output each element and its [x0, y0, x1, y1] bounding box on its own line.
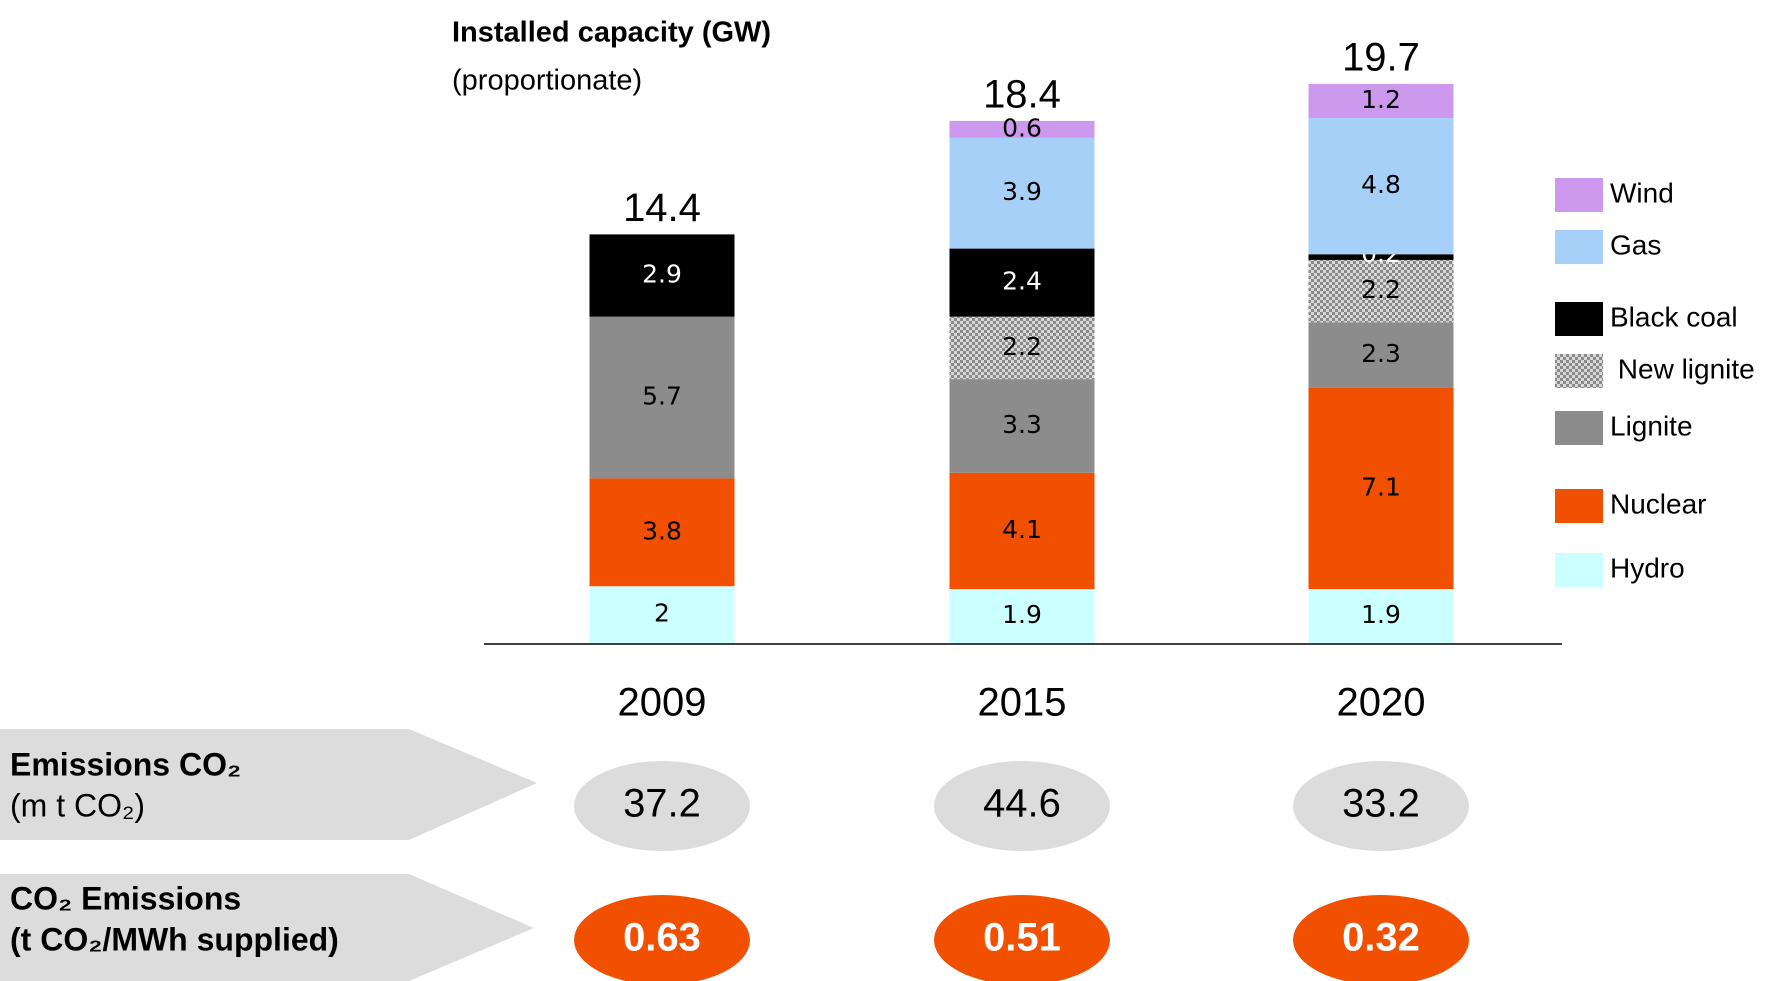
- value-ellipse: [934, 761, 1110, 851]
- value-label: 33.2: [1342, 782, 1420, 826]
- value-ellipse: [574, 895, 750, 981]
- value-label: 37.2: [623, 782, 701, 826]
- legend-swatch: [1555, 489, 1603, 523]
- bar-segment: [949, 137, 1095, 249]
- bar-segment: [1308, 259, 1454, 323]
- bar-segment: [1308, 322, 1454, 388]
- bar-segment: [1308, 118, 1454, 255]
- segment-label: 4.1: [1002, 515, 1042, 544]
- legend-swatch: [1555, 553, 1603, 587]
- segment-label: 3.3: [1002, 410, 1042, 439]
- segment-label: 1.2: [1361, 85, 1401, 114]
- segment-label: 2.4: [1002, 267, 1042, 296]
- total-label: 14.4: [623, 186, 701, 230]
- bar-segment: [589, 234, 735, 317]
- segment-label: 4.8: [1361, 170, 1401, 199]
- value-label: 0.32: [1342, 916, 1420, 960]
- bar-segment: [949, 248, 1095, 317]
- segment-label: 3.9: [1002, 177, 1042, 206]
- value-ellipse: [934, 895, 1110, 981]
- bar-segment: [1308, 254, 1454, 260]
- segment-label: 3.8: [642, 516, 682, 545]
- row-arrow: [0, 874, 534, 981]
- value-ellipse: [574, 761, 750, 851]
- total-label: 19.7: [1342, 36, 1420, 80]
- bar-segment: [1308, 387, 1454, 590]
- legend-label: Wind: [1610, 177, 1674, 208]
- x-tick-label: 2009: [618, 681, 707, 725]
- bar-segment: [949, 589, 1095, 643]
- segment-label: 2.3: [1361, 339, 1401, 368]
- segment-label: 2: [654, 599, 670, 628]
- row-label: CO₂ Emissions: [10, 880, 241, 916]
- bar-segment: [1308, 589, 1454, 643]
- bar-segment: [949, 316, 1095, 380]
- segment-label: 7.1: [1361, 472, 1401, 501]
- chart-title: Installed capacity (GW): [452, 17, 771, 49]
- segment-label: 2.2: [1361, 275, 1401, 304]
- chart-subtitle: (proportionate): [452, 65, 642, 97]
- legend-label: New lignite: [1610, 353, 1755, 384]
- segment-label: 5.7: [642, 382, 682, 411]
- bar-segment: [949, 120, 1095, 138]
- row-unit: (t CO₂/MWh supplied): [10, 921, 339, 957]
- row-label: Emissions CO₂: [10, 746, 241, 782]
- legend-label: Lignite: [1610, 410, 1693, 441]
- legend-label: Nuclear: [1610, 488, 1706, 519]
- value-label: 0.63: [623, 916, 701, 960]
- legend-swatch: [1555, 230, 1603, 264]
- segment-label: 2.9: [642, 260, 682, 289]
- segment-label: 0.6: [1002, 113, 1042, 142]
- legend-swatch: [1555, 302, 1603, 336]
- legend-swatch: [1555, 411, 1603, 445]
- bar-segment: [949, 379, 1095, 473]
- value-ellipse: [1293, 761, 1469, 851]
- segment-label: 2.2: [1002, 332, 1042, 361]
- total-label: 18.4: [983, 72, 1061, 116]
- legend-label: Black coal: [1610, 301, 1738, 332]
- x-tick-label: 2015: [978, 681, 1067, 725]
- bar-segment: [589, 316, 735, 479]
- segment-label: 1.9: [1361, 600, 1401, 629]
- legend-swatch: [1555, 354, 1603, 388]
- bar-segment: [949, 472, 1095, 590]
- legend-label: Hydro: [1610, 552, 1685, 583]
- x-tick-label: 2020: [1337, 681, 1426, 725]
- value-label: 44.6: [983, 782, 1061, 826]
- legend-swatch: [1555, 178, 1603, 212]
- bar-segment: [1308, 84, 1454, 119]
- bar-segment: [589, 478, 735, 587]
- row-unit: (m t CO₂): [10, 787, 145, 823]
- row-arrow: [0, 729, 537, 840]
- value-label: 0.51: [983, 916, 1061, 960]
- segment-label: 1.9: [1002, 600, 1042, 629]
- value-ellipse: [1293, 895, 1469, 981]
- bar-segment: [589, 586, 735, 643]
- legend-label: Gas: [1610, 229, 1661, 260]
